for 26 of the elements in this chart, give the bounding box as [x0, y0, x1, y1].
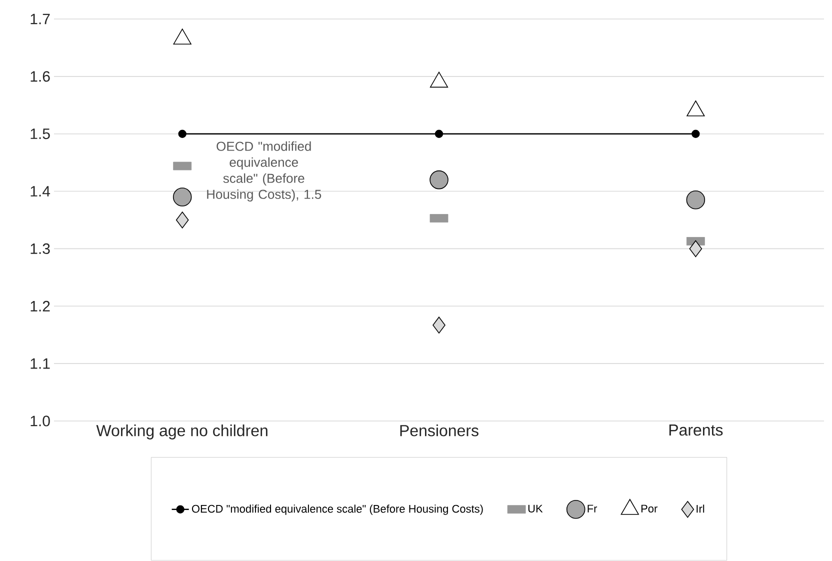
x-tick-label: Parents: [669, 424, 723, 436]
y-tick-label: 1.4: [30, 186, 50, 197]
y-tick-label: 1.5: [30, 128, 50, 140]
y-tick-label: 1.2: [30, 301, 50, 312]
legend-label: Fr: [588, 505, 598, 513]
legend-label: UK: [528, 505, 543, 513]
point: [172, 188, 192, 207]
point: [692, 130, 700, 138]
point: [686, 190, 706, 210]
y-tick-label: 1.3: [30, 244, 50, 254]
x-tick-label: Working age no children: [96, 424, 268, 440]
y-tick-label: 1.7: [30, 14, 50, 24]
annotation: OECD "modified equivalence scale" (Before Housing Costs), 1.5: [207, 142, 322, 202]
legend-label: Irl: [696, 504, 704, 513]
point: [434, 130, 444, 138]
x-tick-label: Pensioners: [400, 424, 478, 436]
point: [689, 240, 702, 258]
y-tick-label: 1.1: [30, 358, 50, 369]
point: [176, 212, 189, 229]
point: [178, 130, 186, 138]
legend-label: Por: [641, 505, 658, 513]
y-tick-label: 1.6: [30, 71, 50, 82]
point: [430, 170, 448, 190]
y-tick-label: 1.0: [30, 416, 50, 427]
point: [432, 316, 446, 334]
legend-label: OECD "modified equivalence scale" (Before Housing Costs): [192, 504, 483, 516]
